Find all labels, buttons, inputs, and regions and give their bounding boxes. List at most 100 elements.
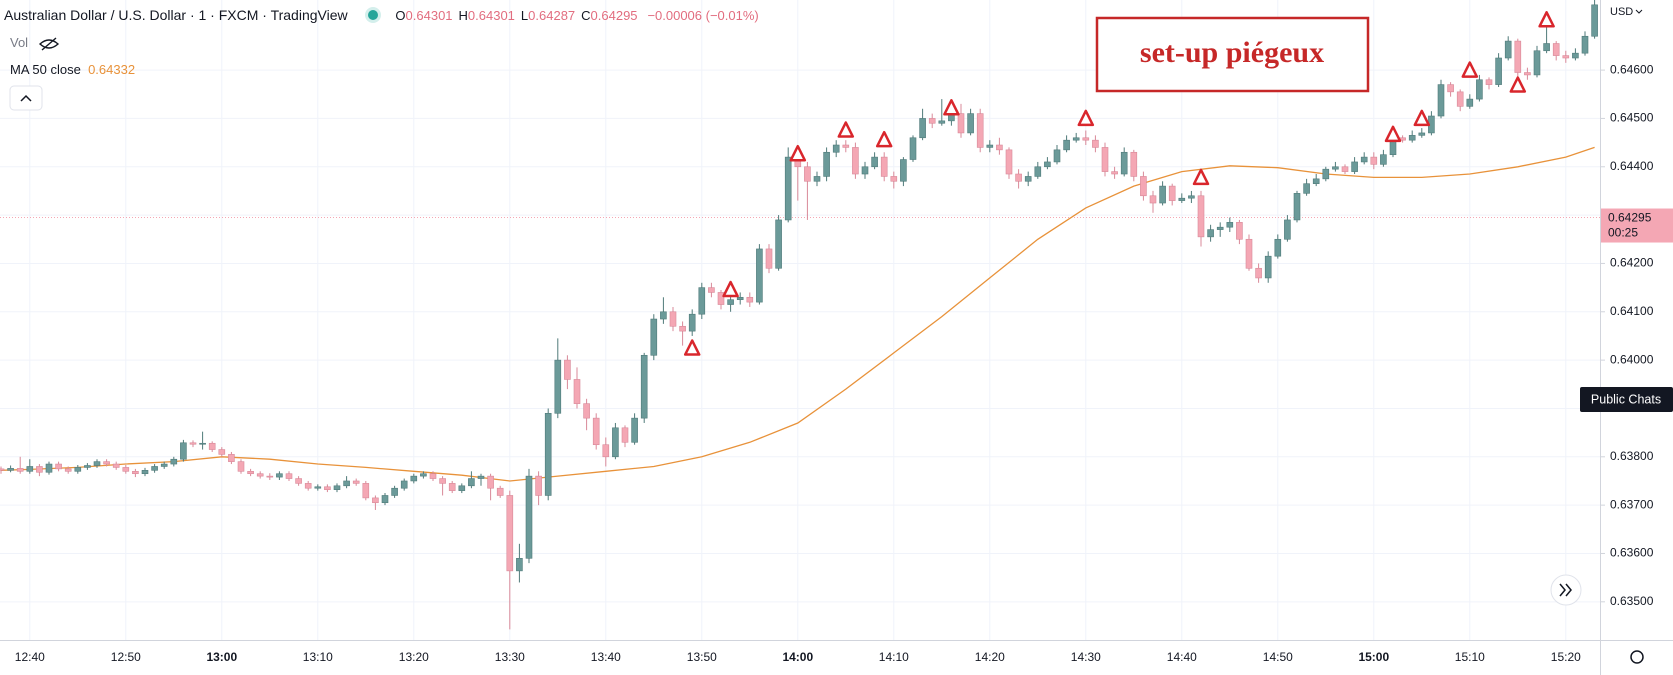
candle-body <box>362 483 370 499</box>
candle-body <box>1188 195 1195 199</box>
collapse-button[interactable] <box>9 85 43 111</box>
symbol-title[interactable]: Australian Dollar / U.S. Dollar · 1 · FX… <box>4 7 348 23</box>
x-tick-label: 15:10 <box>1455 650 1485 664</box>
candle-body <box>804 166 811 182</box>
candle-body <box>573 379 581 404</box>
ohlc-key: O <box>395 8 406 23</box>
candle-body <box>880 156 888 177</box>
candle-body <box>256 473 264 477</box>
candle-body <box>247 470 254 475</box>
y-tick-label: 0.64400 <box>1610 159 1654 173</box>
candle-body <box>1015 173 1022 182</box>
candle-body <box>900 159 907 182</box>
ohlc-value: 0.64287 <box>528 8 576 23</box>
candle-body <box>324 486 331 490</box>
candle-body <box>909 137 917 160</box>
setup-marker <box>875 130 893 148</box>
candle-body <box>285 473 293 479</box>
price-tag-value: 0.64295 <box>1608 211 1652 225</box>
setup-marker <box>837 121 855 138</box>
setup-marker <box>943 99 960 116</box>
candle-body <box>1418 132 1426 136</box>
candle-body <box>698 287 706 315</box>
ma-legend: MA 50 close 0.64332 <box>10 62 135 77</box>
candle-body <box>314 486 322 489</box>
ma-value: 0.64332 <box>88 62 136 77</box>
candle-body <box>1120 151 1128 175</box>
candle-body <box>1111 171 1118 175</box>
candle-body <box>717 292 725 305</box>
candle-body <box>986 144 994 148</box>
candle-body <box>1466 98 1474 107</box>
candle-body <box>669 311 677 327</box>
candle-body <box>112 463 120 468</box>
candle-body <box>199 442 206 445</box>
candle-body <box>1053 149 1061 163</box>
candle-body <box>1149 195 1157 204</box>
ohlc-value: 0.64301 <box>467 8 515 23</box>
y-tick-label: 0.63700 <box>1610 497 1654 511</box>
candle-body <box>141 470 149 475</box>
candle-body <box>996 144 1003 151</box>
scroll-icon <box>1559 583 1572 597</box>
candle-body <box>1591 4 1598 37</box>
candle-body <box>516 558 523 572</box>
x-tick-label: 12:50 <box>111 650 141 664</box>
y-tick-label: 0.64000 <box>1610 352 1654 366</box>
candle-body <box>688 313 696 332</box>
annotation: set-up piégeux <box>1140 36 1324 69</box>
candle-body <box>1370 156 1378 165</box>
candle-body <box>218 449 226 455</box>
candle-body <box>650 318 658 356</box>
candle-body <box>1562 55 1570 59</box>
candle-body <box>1130 151 1138 177</box>
candle-body <box>1178 197 1186 201</box>
candle-body <box>45 463 53 473</box>
settings-icon[interactable] <box>1630 650 1644 664</box>
tooltip[interactable]: Public Chats <box>1591 392 1661 406</box>
candle-body <box>1140 176 1147 197</box>
candle-body <box>612 427 619 458</box>
candle-body <box>1072 137 1080 141</box>
candle-body <box>535 475 542 496</box>
candle-body <box>928 118 936 124</box>
candle-body <box>26 466 34 472</box>
candle-body <box>765 248 773 269</box>
candle-body <box>84 465 91 468</box>
candle-body <box>583 403 590 419</box>
y-tick-label: 0.64200 <box>1610 256 1654 270</box>
candle-body <box>852 147 859 175</box>
candle-body <box>813 176 821 182</box>
x-tick-label: 14:50 <box>1263 650 1293 664</box>
candle-body <box>1456 91 1464 107</box>
candle-body <box>448 483 456 491</box>
price-tag <box>1601 208 1673 243</box>
candle-body <box>1360 156 1368 163</box>
candle-body <box>554 359 562 414</box>
hide-icon[interactable] <box>38 36 60 52</box>
candle-body <box>842 144 850 148</box>
candle-body <box>352 480 360 484</box>
currency-caret[interactable] <box>1635 9 1643 14</box>
candle-body <box>151 466 158 471</box>
candle-body <box>1216 226 1224 230</box>
currency[interactable]: USD <box>1610 6 1633 18</box>
candle-body <box>1092 139 1099 148</box>
candle-body <box>1274 238 1282 257</box>
scroll-button[interactable] <box>1550 574 1582 606</box>
candle-body <box>564 359 571 380</box>
candle-body <box>727 299 734 305</box>
y-tick-label: 0.64100 <box>1610 304 1654 318</box>
candle-body <box>1341 166 1349 172</box>
candle-body <box>660 311 667 320</box>
setup-marker <box>722 280 739 298</box>
candle-body <box>160 463 168 467</box>
candle-body <box>1552 43 1560 56</box>
x-tick-label: 12:40 <box>15 650 45 664</box>
candle-body <box>1034 166 1042 177</box>
x-tick-label: 14:30 <box>1071 650 1101 664</box>
candle-body <box>458 485 466 491</box>
candle-body <box>1581 35 1589 54</box>
y-tick-label: 0.64600 <box>1610 62 1654 76</box>
